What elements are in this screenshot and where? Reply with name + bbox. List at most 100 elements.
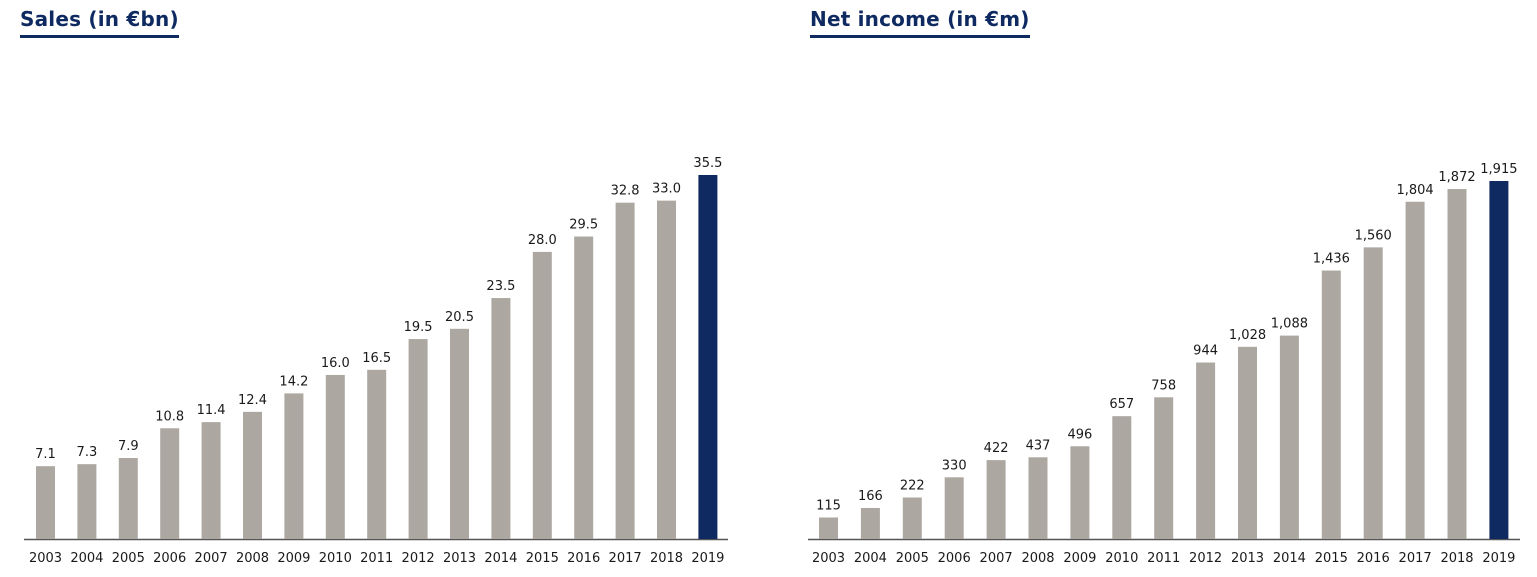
net-income-bar-2006	[944, 477, 964, 539]
sales-bar-2008	[243, 411, 262, 539]
sales-value-label-2015: 28.0	[528, 233, 557, 248]
net-income-value-label-2016: 1,560	[1355, 228, 1392, 243]
net-income-bar-2018	[1447, 189, 1467, 539]
sales-value-label-2008: 12.4	[238, 393, 267, 408]
sales-tick-label-2004: 2004	[70, 551, 103, 566]
net-income-bar-2012	[1196, 362, 1216, 539]
sales-value-label-2007: 11.4	[197, 403, 226, 418]
sales-tick-label-2007: 2007	[195, 551, 228, 566]
sales-bar-2005	[118, 457, 138, 539]
sales-bar-2017	[615, 202, 635, 539]
sales-value-label-2009: 14.2	[279, 374, 308, 389]
net-income-tick-label-2012: 2012	[1189, 551, 1222, 566]
net-income-value-label-2013: 1,028	[1229, 328, 1266, 343]
net-income-tick-label-2018: 2018	[1440, 551, 1473, 566]
sales-bar-2015	[532, 251, 552, 539]
net-income-value-label-2008: 437	[1026, 438, 1051, 453]
net-income-value-label-2007: 422	[984, 441, 1009, 456]
sales-bar-2011	[367, 369, 387, 539]
sales-tick-label-2005: 2005	[112, 551, 145, 566]
sales-bar-2012	[408, 339, 428, 539]
sales-value-label-2011: 16.5	[362, 351, 391, 366]
sales-tick-label-2018: 2018	[650, 551, 683, 566]
net-income-bar-2008	[1028, 457, 1048, 539]
net-income-tick-label-2009: 2009	[1063, 551, 1096, 566]
net-income-value-label-2019: 1,915	[1480, 162, 1517, 177]
sales-value-label-2003: 7.1	[35, 447, 56, 462]
sales-tick-label-2010: 2010	[319, 551, 352, 566]
net-income-tick-label-2013: 2013	[1231, 551, 1264, 566]
sales-tick-label-2009: 2009	[277, 551, 310, 566]
net-income-bar-2005	[902, 497, 922, 539]
sales-bar-2013	[450, 328, 469, 539]
sales-bar-2018	[657, 200, 676, 540]
sales-value-label-2014: 23.5	[486, 279, 515, 294]
sales-bar-2016	[574, 236, 594, 540]
net-income-chart-panel: Net income (in €m) 115 2003 166 2004 222 2005…	[790, 0, 1537, 577]
net-income-bar-2004	[860, 507, 880, 539]
sales-tick-label-2014: 2014	[484, 551, 517, 566]
sales-value-label-2017: 32.8	[611, 184, 640, 199]
sales-tick-label-2013: 2013	[443, 551, 476, 566]
net-income-value-label-2010: 657	[1109, 397, 1134, 412]
sales-chart-title: Sales (in €bn)	[20, 7, 179, 38]
net-income-bar-2017	[1405, 201, 1425, 539]
net-income-value-label-2018: 1,872	[1438, 170, 1475, 185]
sales-bar-2007	[201, 422, 221, 539]
net-income-value-label-2015: 1,436	[1313, 252, 1350, 267]
net-income-bar-chart: 115 2003 166 2004 222 2005 330 2006 422 2007 437 20…	[808, 162, 1520, 566]
net-income-bar-2011	[1154, 397, 1174, 539]
net-income-tick-label-2007: 2007	[980, 551, 1013, 566]
net-income-tick-label-2003: 2003	[812, 551, 845, 566]
sales-tick-label-2019: 2019	[691, 551, 724, 566]
net-income-value-label-2011: 758	[1151, 378, 1176, 393]
net-income-value-label-2005: 222	[900, 478, 925, 493]
net-income-bar-2010	[1112, 416, 1132, 539]
net-income-tick-label-2005: 2005	[896, 551, 929, 566]
net-income-tick-label-2016: 2016	[1357, 551, 1390, 566]
sales-tick-label-2011: 2011	[360, 551, 393, 566]
sales-value-label-2004: 7.3	[77, 445, 98, 460]
sales-value-label-2006: 10.8	[155, 409, 184, 424]
net-income-bar-2007	[986, 460, 1006, 539]
net-income-value-label-2009: 496	[1067, 427, 1092, 442]
sales-bar-chart: 7.1 2003 7.3 2004 7.9 2005 10.8 2006 11.4 2007 12.…	[24, 156, 728, 566]
sales-bar-2006	[160, 428, 180, 539]
net-income-bar-2013	[1238, 346, 1257, 539]
net-income-tick-label-2017: 2017	[1399, 551, 1432, 566]
sales-bar-2019	[698, 175, 718, 539]
sales-value-label-2016: 29.5	[569, 218, 598, 233]
sales-tick-label-2015: 2015	[526, 551, 559, 566]
sales-tick-label-2016: 2016	[567, 551, 600, 566]
sales-value-label-2018: 33.0	[652, 182, 681, 197]
net-income-value-label-2006: 330	[942, 458, 967, 473]
net-income-tick-label-2008: 2008	[1021, 551, 1054, 566]
sales-tick-label-2012: 2012	[402, 551, 435, 566]
net-income-value-label-2017: 1,804	[1396, 183, 1433, 198]
sales-value-label-2019: 35.5	[693, 156, 722, 171]
sales-value-label-2010: 16.0	[321, 356, 350, 371]
net-income-tick-label-2011: 2011	[1147, 551, 1180, 566]
sales-chart-panel: Sales (in €bn) 7.1 2003 7.3 2004 7.9 2005 10.8…	[0, 0, 760, 577]
sales-tick-label-2017: 2017	[609, 551, 642, 566]
net-income-bar-2009	[1070, 446, 1090, 539]
sales-bar-2003	[36, 466, 55, 539]
sales-tick-label-2006: 2006	[153, 551, 186, 566]
net-income-tick-label-2019: 2019	[1482, 551, 1515, 566]
net-income-bar-2015	[1321, 270, 1341, 539]
net-income-chart-title: Net income (in €m)	[810, 7, 1030, 38]
sales-bar-2014	[491, 298, 511, 539]
net-income-bar-2019	[1489, 181, 1509, 539]
sales-bar-2010	[325, 374, 345, 539]
net-income-tick-label-2015: 2015	[1315, 551, 1348, 566]
sales-tick-label-2003: 2003	[29, 551, 62, 566]
sales-value-label-2013: 20.5	[445, 310, 474, 325]
sales-bar-2004	[77, 464, 97, 539]
net-income-value-label-2014: 1,088	[1271, 317, 1308, 332]
net-income-value-label-2004: 166	[858, 489, 883, 504]
net-income-tick-label-2004: 2004	[854, 551, 887, 566]
sales-value-label-2005: 7.9	[118, 439, 139, 454]
net-income-value-label-2003: 115	[816, 499, 841, 514]
net-income-bar-2016	[1363, 247, 1383, 539]
net-income-value-label-2012: 944	[1193, 344, 1218, 359]
